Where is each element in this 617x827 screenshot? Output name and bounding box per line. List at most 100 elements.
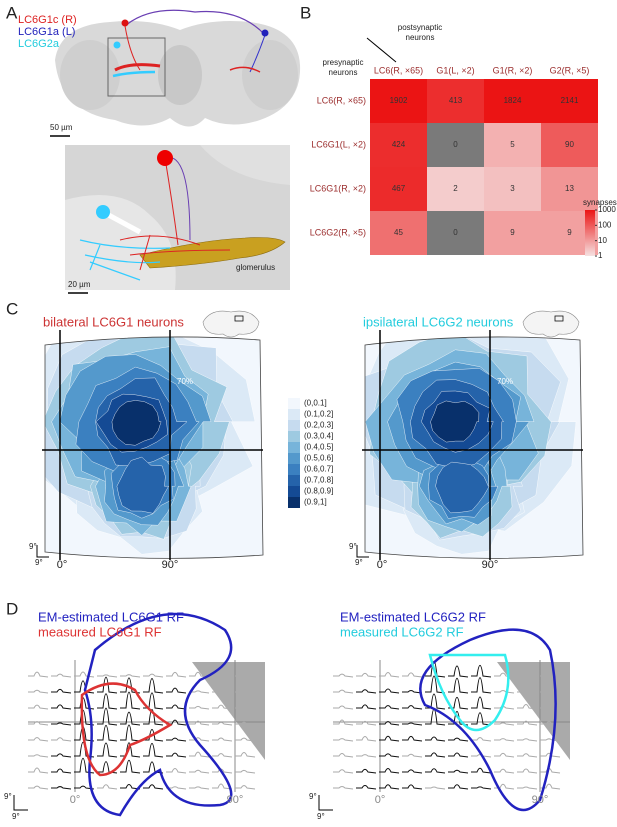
cell-value: 90	[565, 140, 574, 149]
cell-value: 3	[510, 184, 515, 193]
row-header: LC6G2(R, ×5)	[310, 227, 366, 237]
scale-bar	[13, 795, 28, 811]
response-trace	[356, 672, 377, 678]
response-trace	[471, 677, 492, 694]
colorbar-title: synapses	[583, 198, 617, 207]
response-trace	[28, 785, 49, 790]
response-trace	[143, 673, 164, 678]
response-trace	[51, 786, 72, 790]
heatmap-cell	[484, 211, 541, 255]
x-tick-label: 0°	[377, 559, 388, 571]
legend-entry: EM-estimated LC6G2 RF	[340, 609, 486, 624]
x-tick-label: 90°	[227, 794, 244, 806]
response-trace	[51, 722, 72, 726]
response-trace	[235, 737, 256, 742]
legend-entry: (0.6,0.7]	[304, 465, 333, 474]
response-trace	[235, 752, 256, 758]
response-trace	[120, 759, 141, 774]
response-trace	[540, 767, 561, 774]
colorbar-tick-label: 1000	[598, 205, 616, 214]
occluded-region	[497, 662, 570, 760]
x-tick-label: 0°	[375, 794, 386, 806]
response-trace	[120, 674, 141, 678]
response-trace	[120, 784, 141, 790]
heatmap-cell	[541, 167, 598, 211]
response-trace	[189, 769, 210, 774]
legend-entry: (0.1,0.2]	[304, 410, 333, 419]
response-trace	[494, 738, 515, 742]
response-trace	[379, 672, 400, 678]
brain-icon	[202, 310, 260, 338]
cell-value: 9	[510, 228, 515, 237]
response-trace	[235, 721, 256, 726]
cell-value: 13	[565, 184, 574, 193]
response-trace	[356, 689, 377, 694]
response-trace	[540, 783, 561, 790]
row-title: neurons	[329, 68, 358, 77]
cell-value: 45	[394, 228, 403, 237]
scale-label: 20 µm	[68, 280, 91, 289]
row-title: presynaptic	[323, 58, 364, 67]
cell-value: 0	[453, 140, 458, 149]
response-trace	[379, 735, 400, 742]
response-trace	[97, 707, 118, 726]
response-trace	[494, 705, 515, 710]
col-header: G1(R, ×2)	[493, 65, 533, 75]
heatmap-cell	[370, 79, 427, 123]
response-trace	[356, 704, 377, 710]
response-trace	[120, 677, 141, 694]
em-rf-contour	[419, 628, 557, 812]
heatmap-cell	[427, 123, 484, 167]
response-trace	[28, 704, 49, 710]
response-trace	[97, 676, 118, 694]
response-trace	[517, 753, 538, 758]
x-tick-label: 0°	[57, 559, 68, 571]
response-trace	[425, 708, 446, 726]
response-trace	[97, 724, 118, 742]
response-trace	[356, 720, 377, 726]
response-trace	[448, 710, 469, 726]
response-trace	[143, 728, 164, 742]
panel-label: B	[300, 3, 311, 22]
response-trace	[379, 705, 400, 710]
contour-level	[111, 400, 162, 446]
response-trace	[212, 721, 233, 726]
cell-value: 424	[392, 140, 406, 149]
response-trace	[74, 741, 95, 758]
contour-map	[362, 330, 584, 560]
response-trace	[540, 705, 561, 710]
response-trace	[494, 768, 515, 774]
heatmap-cell	[484, 79, 541, 123]
response-trace	[166, 704, 187, 710]
response-trace	[189, 786, 210, 790]
response-trace	[517, 687, 538, 694]
response-trace	[235, 704, 256, 710]
annotation: 70%	[497, 377, 513, 386]
legend-entry: (0.2,0.3]	[304, 421, 333, 430]
response-trace	[235, 785, 256, 790]
response-trace	[379, 767, 400, 774]
em-rf-contour	[83, 612, 233, 817]
response-trace	[51, 673, 72, 678]
response-trace	[97, 742, 118, 758]
response-trace	[333, 719, 354, 726]
response-trace	[448, 752, 469, 758]
legend-swatch	[288, 420, 300, 431]
response-trace	[540, 738, 561, 742]
response-trace	[143, 742, 164, 758]
scale-label: 9°	[317, 812, 325, 821]
col-header: LC6(R, ×65)	[374, 65, 423, 75]
legend-swatch	[288, 398, 300, 409]
response-trace	[166, 767, 187, 774]
response-trace	[494, 672, 515, 678]
rf-panel	[28, 612, 265, 817]
response-trace	[189, 705, 210, 710]
heatmap-cell	[370, 167, 427, 211]
rf-panel	[333, 628, 570, 812]
response-trace	[212, 704, 233, 710]
brain-icon-box	[234, 315, 244, 322]
response-trace	[494, 690, 515, 694]
legend-entry: LC6G1c (R)	[18, 14, 77, 26]
response-trace	[517, 672, 538, 678]
colorbar-tick-label: 10	[598, 236, 607, 245]
